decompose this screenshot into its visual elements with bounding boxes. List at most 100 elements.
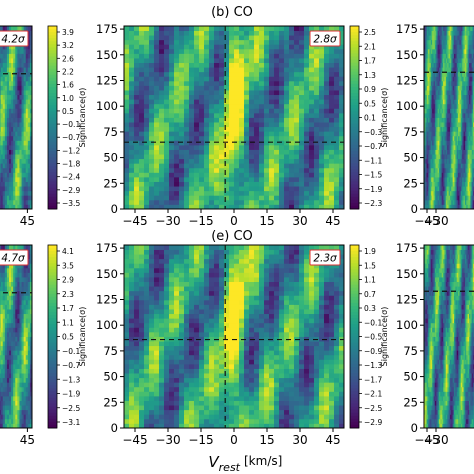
heatmap-cell: [451, 149, 454, 155]
heatmap-cell: [440, 167, 443, 173]
heatmap-cell: [19, 195, 22, 201]
heatmap-cell: [448, 80, 451, 86]
heatmap-cell: [299, 135, 305, 141]
heatmap-cell: [339, 186, 345, 192]
heatmap-cell: [289, 30, 295, 36]
heatmap-cell: [139, 39, 145, 45]
heatmap-cell: [314, 58, 320, 64]
heatmap-cell: [15, 144, 18, 150]
heatmap-cell: [244, 67, 250, 73]
heatmap-cell: [319, 58, 325, 64]
heatmap-cell: [334, 26, 340, 31]
heatmap-cell: [424, 76, 426, 82]
heatmap-cell: [6, 90, 10, 96]
heatmap-cell: [17, 154, 20, 160]
heatmap-cell: [319, 62, 325, 68]
heatmap-cell: [254, 67, 260, 73]
heatmap-cell: [339, 90, 345, 96]
colorbar-segment: [350, 62, 359, 67]
heatmap-cell: [149, 39, 155, 45]
heatmap-cell: [334, 135, 340, 141]
heatmap-cell: [249, 204, 255, 210]
heatmap-cell: [264, 190, 270, 196]
heatmap-cell: [274, 44, 280, 50]
heatmap-cell: [452, 149, 455, 155]
heatmap-cell: [464, 103, 467, 109]
colorbar-segment: [350, 44, 359, 48]
heatmap-cell: [9, 67, 12, 73]
heatmap-cell: [429, 204, 432, 210]
heatmap-cell: [189, 67, 195, 73]
heatmap-cell: [21, 131, 25, 137]
heatmap-cell: [448, 181, 451, 187]
heatmap-cell: [204, 26, 210, 31]
heatmap-cell: [209, 199, 215, 205]
heatmap-cell: [432, 186, 434, 192]
heatmap-cell: [274, 53, 280, 59]
heatmap-cell: [459, 108, 462, 114]
heatmap-cell: [23, 144, 27, 150]
heatmap-cell: [444, 199, 447, 205]
colorbar-segment: [48, 190, 57, 195]
heatmap-cell: [458, 126, 460, 132]
heatmap-cell: [443, 172, 445, 178]
heatmap-cell: [455, 158, 458, 164]
heatmap-cell: [229, 30, 235, 36]
heatmap-cell: [149, 99, 155, 105]
heatmap-cell: [447, 190, 449, 196]
heatmap-cell: [0, 190, 4, 196]
heatmap-cell: [239, 108, 245, 114]
heatmap-cell: [314, 176, 320, 182]
heatmap-cell: [437, 199, 440, 205]
heatmap-cell: [0, 117, 4, 123]
heatmap-cell: [304, 53, 310, 59]
heatmap-cell: [129, 163, 135, 169]
heatmap-cell: [269, 126, 275, 132]
heatmap-cell: [437, 99, 440, 105]
heatmap-cell: [259, 135, 265, 141]
heatmap-cell: [455, 80, 458, 86]
heatmap-cell: [269, 144, 275, 150]
heatmap-cell: [2, 48, 6, 54]
heatmap-cell: [15, 163, 18, 169]
colorbar-segment: [48, 32, 57, 36]
heatmap-cell: [244, 35, 250, 41]
heatmap-cell: [274, 135, 280, 141]
heatmap-cell: [239, 131, 245, 137]
heatmap-cell: [19, 190, 22, 196]
heatmap-cell: [229, 167, 235, 173]
heatmap-cell: [13, 103, 16, 109]
heatmap-cell: [184, 80, 190, 86]
heatmap-cell: [299, 167, 305, 173]
heatmap-cell: [471, 80, 474, 86]
heatmap-cell: [204, 112, 210, 118]
heatmap-cell: [289, 48, 295, 54]
heatmap-cell: [224, 39, 230, 45]
heatmap-cell: [299, 62, 305, 68]
heatmap-cell: [436, 85, 439, 91]
heatmap-cell: [239, 167, 245, 173]
heatmap-cell: [464, 204, 467, 210]
heatmap-cell: [164, 90, 170, 96]
heatmap-cell: [149, 122, 155, 128]
heatmap-cell: [439, 149, 441, 155]
heatmap-cell: [458, 154, 460, 160]
heatmap-cell: [164, 140, 170, 146]
colorbar-segment: [350, 181, 359, 186]
heatmap-cell: [239, 90, 245, 96]
heatmap-cell: [2, 140, 6, 146]
heatmap-cell: [444, 140, 447, 146]
heatmap-cell: [454, 176, 456, 182]
heatmap-cell: [149, 35, 155, 41]
heatmap-cell: [25, 62, 29, 68]
heatmap-cell: [329, 48, 335, 54]
heatmap-cell: [319, 67, 325, 73]
heatmap-cell: [464, 154, 467, 160]
heatmap-cell: [459, 90, 462, 96]
heatmap-cell: [462, 108, 464, 114]
heatmap-cell: [304, 172, 310, 178]
heatmap-cell: [9, 53, 12, 59]
heatmap-cell: [239, 58, 245, 64]
heatmap-cell: [445, 131, 448, 137]
